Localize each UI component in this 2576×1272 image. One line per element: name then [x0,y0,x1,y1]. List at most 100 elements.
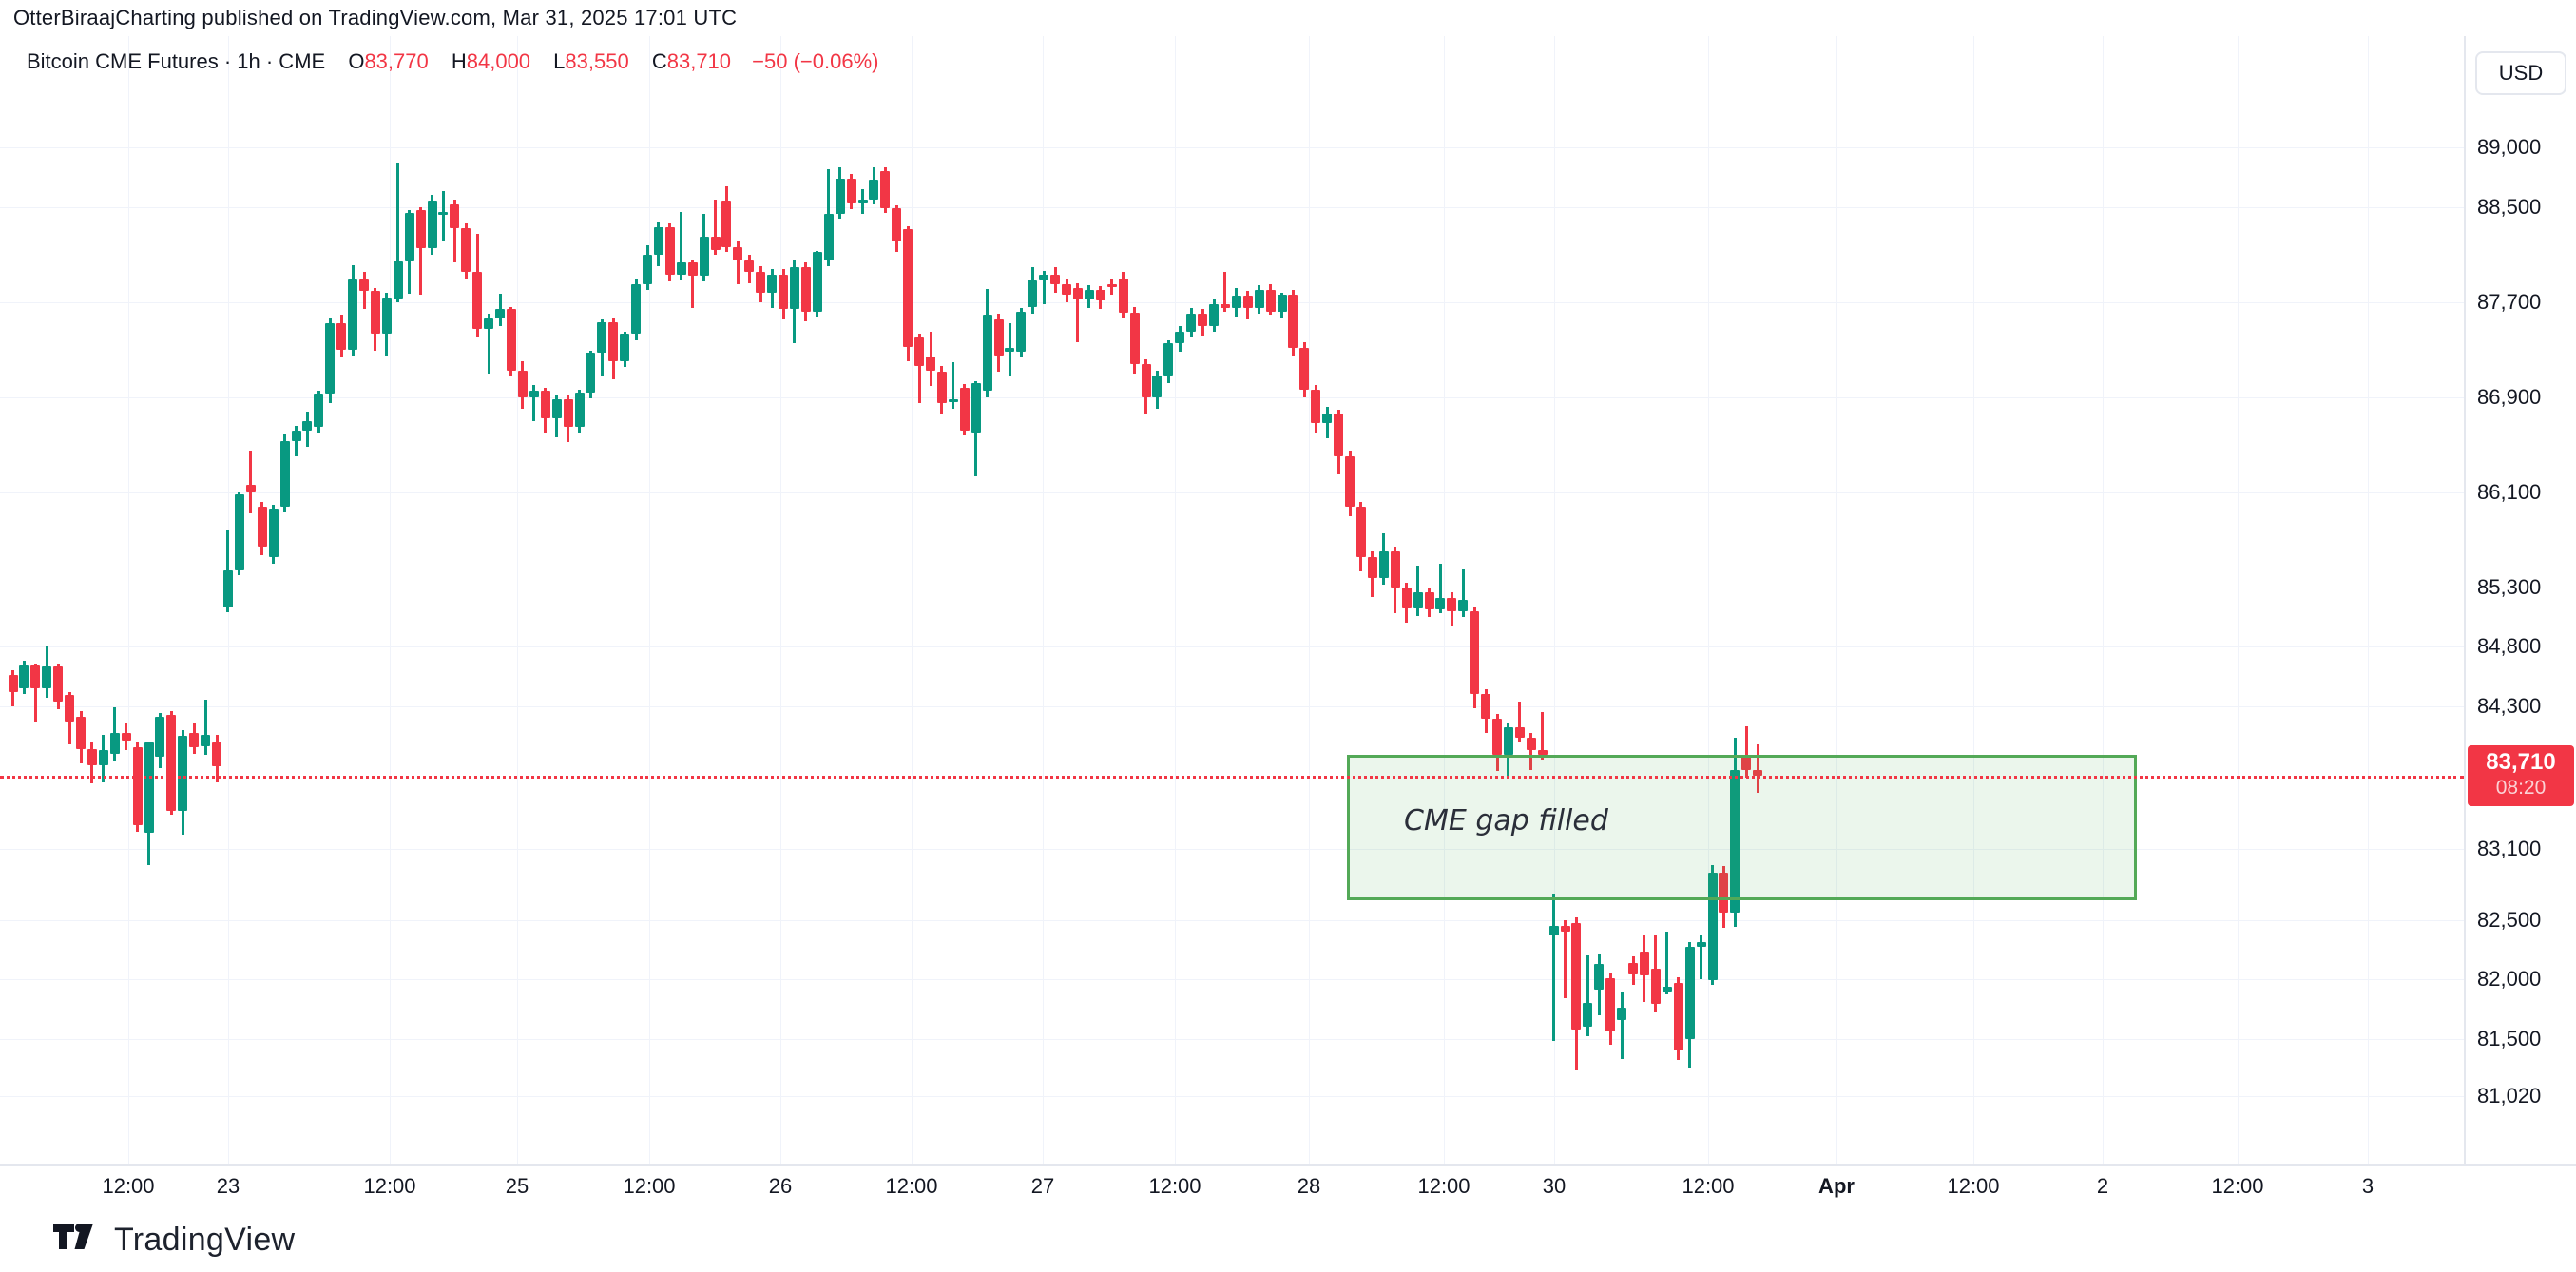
candle-body [1084,290,1094,299]
candle-body [1129,312,1140,364]
candle-body [1288,295,1298,349]
candle-wick [1518,701,1522,743]
symbol-name[interactable]: Bitcoin CME Futures · 1h · CME [27,49,326,73]
candle-body [336,323,347,350]
low-label: L83,550 [553,49,629,73]
candle-body [472,272,483,330]
grid-line-v [2103,36,2104,1164]
time-axis-label: 12:00 [1417,1174,1471,1198]
candle-body [109,733,120,754]
chart-pane[interactable]: CME gap filled Bitcoin CME Futures · 1h … [0,36,2464,1164]
grid-line-v [2238,36,2239,1164]
candle-wick [203,700,207,755]
candle-body [1265,290,1276,312]
grid-line-v [128,36,129,1164]
candle-body [643,254,653,284]
candle-body [1707,872,1718,981]
candle-body [1209,304,1220,326]
candle-body [268,509,279,558]
candle-body [1503,727,1513,755]
candle-body [959,387,970,431]
current-price-value: 83,710 [2486,749,2556,776]
candle-wick [452,200,456,263]
grid-line-v [780,36,781,1164]
price-axis-label: 83,100 [2477,836,2542,860]
candle-body [620,334,630,361]
candle-body [121,733,131,741]
candle-body [1367,557,1377,578]
price-axis[interactable]: USD 89,000 88,500 87,700 86,900 86,100 85,300… [2464,36,2576,1164]
candle-body [1617,1008,1627,1020]
candle-body [222,570,233,607]
time-axis-label: 12:00 [2211,1174,2264,1198]
grid-line-h [0,396,2464,398]
candle-wick [691,259,695,308]
candle-body [1072,287,1083,299]
price-axis-label: 85,300 [2477,574,2542,599]
candle-body [971,382,981,433]
candle-body [1696,942,1706,948]
candle-wick [714,200,718,255]
candle-body [1413,591,1423,608]
candle-body [540,391,550,418]
candle-wick [532,385,536,421]
candle-body [1684,947,1695,1039]
candle-body [1639,952,1649,976]
time-axis-label: 23 [216,1174,240,1198]
current-price-label: 83,710 08:20 [2468,745,2574,807]
candle-body [1231,296,1241,308]
candle-body [914,337,925,366]
grid-line-h [0,206,2464,208]
candle-body [699,236,709,276]
price-axis-label: 82,000 [2477,967,2542,991]
candle-wick [1564,919,1567,998]
candle-body [687,262,698,276]
candle-body [835,178,845,214]
candle-wick [396,163,400,302]
symbol-title: Bitcoin CME Futures · 1h · CME O83,770 H… [27,49,878,74]
grid-line-v [649,36,650,1164]
open-label: O83,770 [348,49,429,73]
candle-wick [1541,711,1545,760]
candle-body [1355,506,1366,558]
candle-body [257,506,267,547]
candle-body [1095,290,1105,301]
price-axis-label: 81,020 [2477,1083,2542,1108]
close-value: 83,710 [666,49,732,73]
candle-body [87,748,97,765]
candle-body [586,353,596,393]
grid-line-v [912,36,913,1164]
candle-body [1741,756,1752,770]
cme-gap-label[interactable]: CME gap filled [1404,803,1608,838]
candle-body [1537,749,1548,755]
candle-body [245,485,256,492]
candle-body [574,392,585,427]
candle-body [789,267,799,309]
candle-body [880,171,891,208]
candle-body [1186,314,1197,332]
candle-wick [1042,271,1046,304]
candle-body [517,371,528,397]
candle-body [1514,727,1525,739]
candle-body [1560,925,1570,932]
candle-body [1277,295,1287,312]
cme-gap-rectangle[interactable] [1347,754,2137,901]
candle-body [8,675,18,692]
candle-wick [1700,934,1703,979]
candle-body [846,178,856,203]
candle-body [1005,348,1015,352]
candle-body [1730,770,1740,913]
time-axis-label: 27 [1030,1174,1055,1198]
candle-wick [1586,955,1589,1036]
tradingview-logo-icon [53,1224,93,1249]
candle-body [948,399,958,402]
currency-button[interactable]: USD [2475,51,2566,95]
candle-body [370,291,380,335]
time-axis[interactable]: 12:00 23 12:00 25 12:00 26 12:00 27 12:00 28 12:00… [0,1164,2576,1209]
candle-wick [487,314,490,374]
candle-body [1470,610,1480,694]
candle-body [1719,872,1729,913]
grid-line-v [2368,36,2369,1164]
candle-wick [1110,279,1114,295]
candle-body [710,236,721,250]
